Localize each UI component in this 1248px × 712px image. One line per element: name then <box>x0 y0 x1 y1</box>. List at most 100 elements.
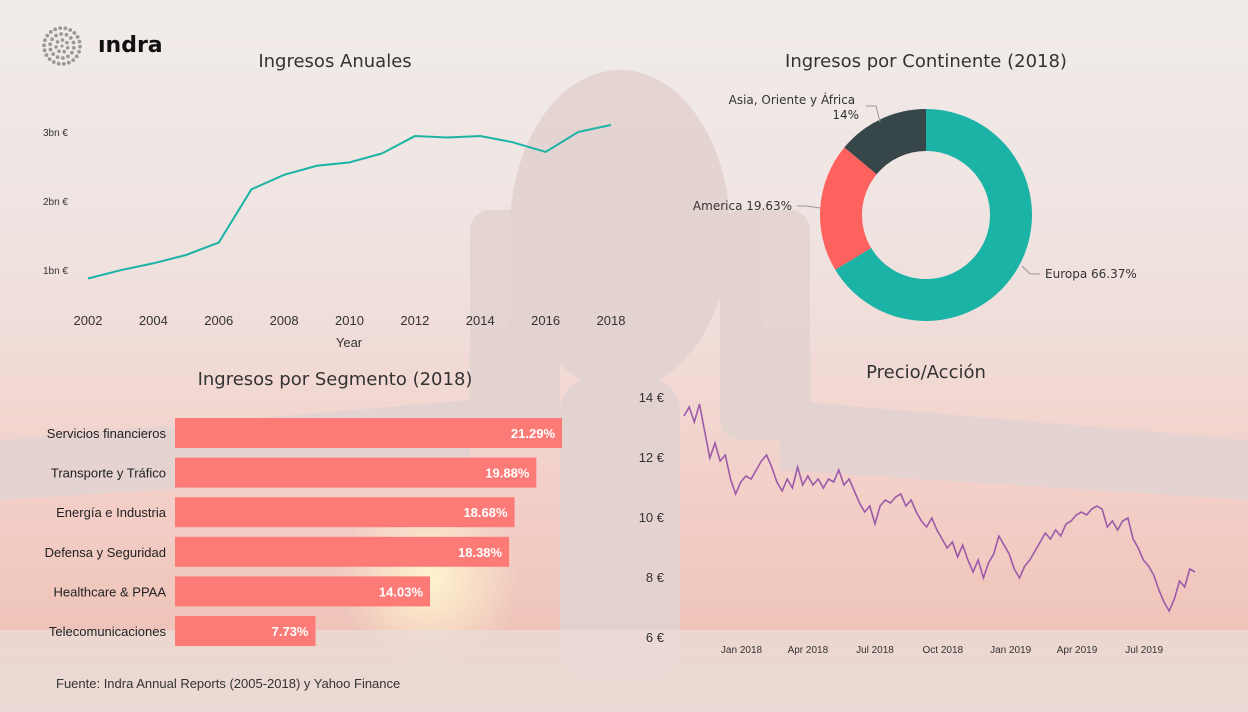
logo-dot <box>65 40 69 45</box>
bar-category-label: Transporte y Tráfico <box>51 466 166 481</box>
leader-line-america <box>797 205 821 209</box>
stock-x-tick: Jan 2018 <box>721 645 763 656</box>
segment-bar <box>175 457 537 488</box>
logo-dot <box>48 42 53 47</box>
logo-dot <box>71 58 76 62</box>
segment-bar <box>175 536 510 567</box>
slice-label-asia: Asia, Oriente y África 14% <box>729 92 859 122</box>
bar-value-label: 19.88% <box>485 466 530 481</box>
continent-chart-title: Ingresos por Continente (2018) <box>785 51 1067 72</box>
donut-labels: Europa 66.37% America 19.63% Asia, Orien… <box>693 92 1137 281</box>
source-footnote: Fuente: Indra Annual Reports (2005-2018)… <box>56 676 401 691</box>
logo-dot <box>71 40 76 45</box>
bar-value-label: 21.29% <box>511 426 556 441</box>
bar-category-label: Energía e Industria <box>56 505 167 520</box>
logo-dot <box>50 37 54 42</box>
logo-dot <box>56 61 61 66</box>
logo-dot <box>60 44 64 48</box>
continent-donut-chart: Ingresos por Continente (2018) Europa 66… <box>693 51 1137 321</box>
segment-bar <box>175 418 562 448</box>
logo-dot <box>51 60 56 64</box>
segment-chart-title: Ingresos por Segmento (2018) <box>198 369 473 390</box>
logo-dot <box>42 43 46 48</box>
logo-dot <box>54 33 58 38</box>
segment-bar <box>175 497 515 528</box>
annual-x-tick: 2008 <box>270 313 299 328</box>
logo-dot <box>77 39 82 44</box>
logo-dot <box>75 35 80 39</box>
leader-line-europa <box>1021 265 1040 275</box>
stock-x-tick: Jan 2019 <box>990 645 1032 656</box>
bar-category-label: Healthcare & PPAA <box>54 584 167 599</box>
annual-revenue-chart: Ingresos Anuales 1bn € 2bn € 3bn € 2002 200… <box>43 51 625 350</box>
logo-dot <box>55 55 60 60</box>
bar-value-label: 18.68% <box>463 505 508 520</box>
annual-y-tick: 3bn € <box>43 128 68 139</box>
brand-name: ındra <box>98 33 163 58</box>
bar-category-label: Telecomunicaciones <box>49 624 167 639</box>
logo-dot <box>66 60 71 65</box>
logo-dot <box>45 33 50 38</box>
stock-x-tick: Jul 2018 <box>856 645 894 656</box>
annual-chart-title: Ingresos Anuales <box>258 51 411 72</box>
logo-dot <box>70 50 74 55</box>
logo-dot <box>74 54 79 59</box>
annual-x-tick: 2010 <box>335 313 364 328</box>
logo-dot <box>48 47 53 52</box>
annual-x-tick: 2002 <box>74 313 103 328</box>
bar-value-label: 18.38% <box>458 545 503 560</box>
logo-dot <box>72 31 77 35</box>
annual-revenue-line <box>87 124 612 280</box>
logo-dot <box>58 26 63 30</box>
donut-slice-america <box>820 147 877 270</box>
logo-dot <box>64 32 69 37</box>
slice-label-asia-line2: 14% <box>832 108 859 122</box>
annual-x-tick: 2006 <box>204 313 233 328</box>
stock-x-tick: Oct 2018 <box>923 645 964 656</box>
logo-dot <box>51 52 56 57</box>
slice-label-asia-line1: Asia, Oriente y África <box>729 92 856 107</box>
slice-label-america-text: America 19.63% <box>693 199 792 213</box>
annual-x-tick: 2016 <box>531 313 560 328</box>
stock-x-tick: Apr 2019 <box>1057 645 1098 656</box>
stock-y-tick: 12 € <box>639 450 665 465</box>
slice-label-america: America 19.63% <box>693 199 792 213</box>
indra-logo: ındra <box>42 26 163 66</box>
stock-y-tick: 10 € <box>639 510 665 525</box>
stock-price-chart: Precio/Acción 14 € 12 € 10 € 8 € 6 € Jan 201… <box>639 362 1196 656</box>
bar-category-label: Servicios financieros <box>47 426 167 441</box>
logo-dot <box>54 45 58 49</box>
segment-bar-chart: Ingresos por Segmento (2018) Servicios f… <box>45 369 562 646</box>
logo-dot <box>78 44 82 49</box>
segment-bar <box>175 576 431 607</box>
stock-chart-title: Precio/Acción <box>866 362 986 383</box>
logo-dot <box>62 49 66 54</box>
logo-dot <box>55 40 60 44</box>
logo-dot <box>59 32 64 36</box>
slice-label-europa: Europa 66.37% <box>1045 267 1137 281</box>
bar-value-label: 14.03% <box>379 584 424 599</box>
logo-dot <box>53 27 58 32</box>
annual-x-tick: 2014 <box>466 313 495 328</box>
annual-x-tick: 2004 <box>139 313 168 328</box>
annual-x-axis-label: Year <box>336 335 363 350</box>
stock-x-tick: Jul 2019 <box>1125 645 1163 656</box>
donut-slice-asia <box>844 109 926 175</box>
annual-y-tick: 1bn € <box>43 266 68 277</box>
leader-line-asia <box>866 105 881 123</box>
bar-value-label: 7.73% <box>272 624 309 639</box>
stock-y-tick: 14 € <box>639 390 665 405</box>
logo-dot <box>77 49 81 54</box>
logo-dot <box>61 62 66 66</box>
logo-dot <box>48 30 53 34</box>
annual-x-tick: 2012 <box>400 313 429 328</box>
logo-dot <box>66 54 70 59</box>
logo-dot <box>63 26 68 31</box>
logo-dot <box>47 57 52 61</box>
bar-category-label: Defensa y Seguridad <box>45 545 166 560</box>
donut-slice-europa <box>835 109 1032 321</box>
dot-globe-icon <box>42 26 82 66</box>
logo-dot <box>44 53 49 57</box>
logo-dot <box>68 28 73 32</box>
stock-x-tick: Apr 2018 <box>788 645 829 656</box>
